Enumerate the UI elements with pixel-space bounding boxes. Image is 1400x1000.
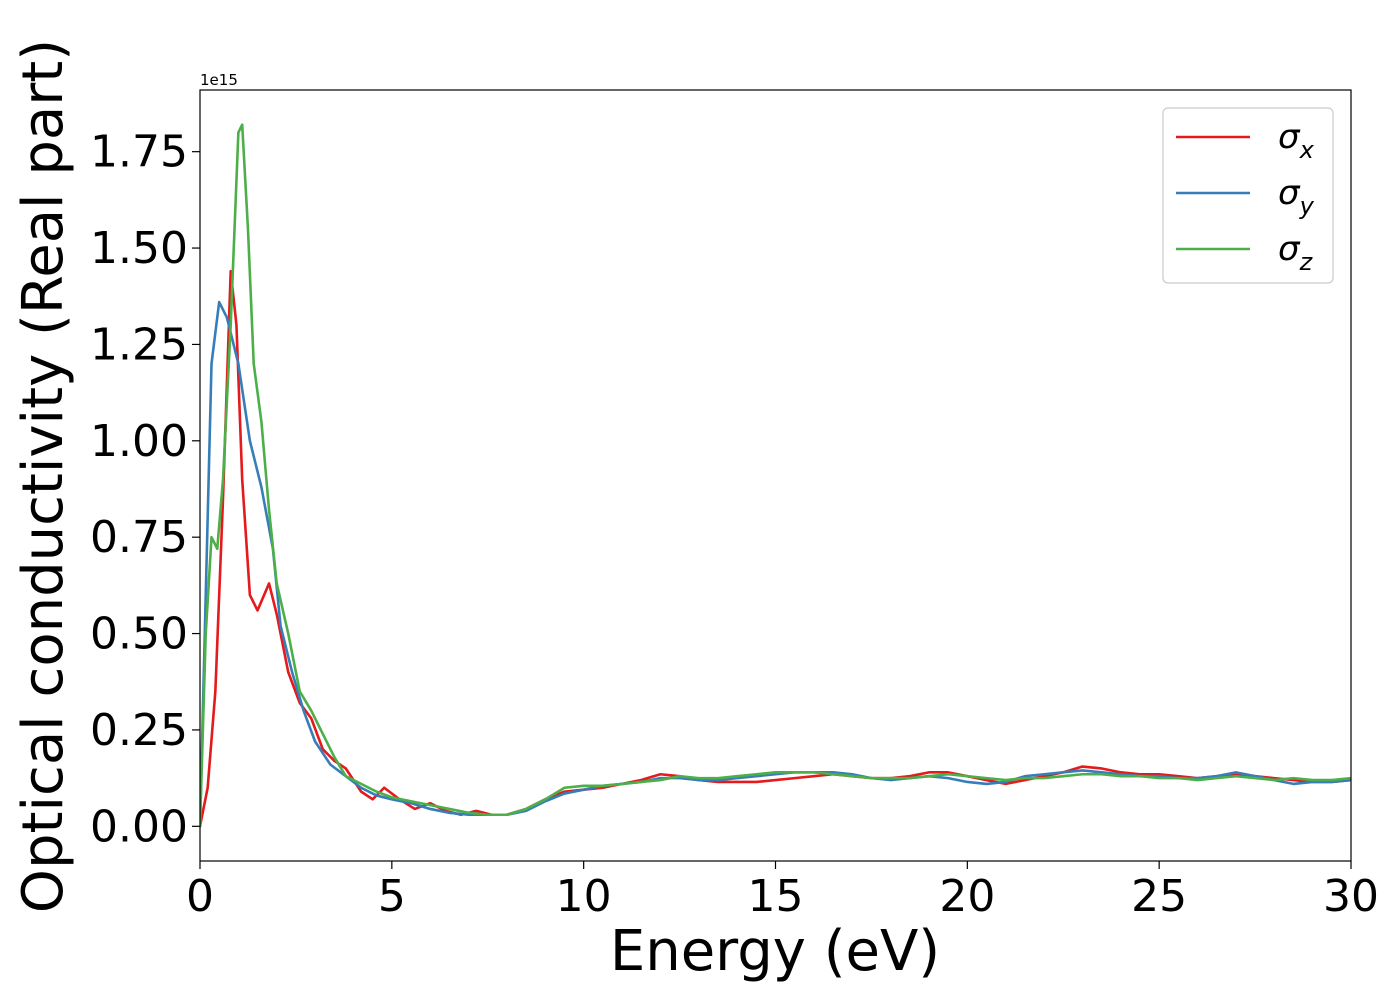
- legend: σx σy σz: [1162, 107, 1334, 284]
- y-axis-label: Optical conductivity (Real part): [11, 39, 76, 913]
- x-tick-label: 30: [1323, 871, 1379, 922]
- y-tick-label: 0.25: [90, 705, 188, 756]
- series-line-z: [200, 123, 1351, 828]
- x-tick-label: 20: [939, 871, 995, 922]
- y-tick-label: 0.50: [90, 609, 188, 660]
- x-axis-label: Energy (eV): [610, 919, 940, 984]
- y-tick-label: 0.75: [90, 512, 188, 563]
- series-layer: [200, 123, 1351, 828]
- y-offset-label: 1e15: [200, 71, 238, 89]
- y-tick-label: 1.25: [90, 319, 188, 370]
- x-tick-label: 0: [186, 871, 214, 922]
- y-tick-label: 0.00: [90, 801, 188, 852]
- x-axis: 0 5 10 15 20 25 30: [186, 861, 1379, 922]
- series-line-x: [200, 269, 1351, 828]
- x-tick-label: 25: [1131, 871, 1187, 922]
- legend-box: [1162, 107, 1334, 284]
- legend-label-z: σz: [1278, 229, 1314, 276]
- x-tick-label: 5: [378, 871, 406, 922]
- legend-label-x: σx: [1278, 117, 1315, 164]
- x-tick-label: 15: [748, 871, 804, 922]
- y-axis: 0.00 0.25 0.50 0.75 1.00 1.25 1.50 1.75: [90, 127, 200, 852]
- legend-label-y: σy: [1278, 173, 1315, 220]
- y-tick-label: 1.50: [90, 223, 188, 274]
- y-tick-label: 1.00: [90, 416, 188, 467]
- y-tick-label: 1.75: [90, 127, 188, 178]
- x-tick-label: 10: [556, 871, 612, 922]
